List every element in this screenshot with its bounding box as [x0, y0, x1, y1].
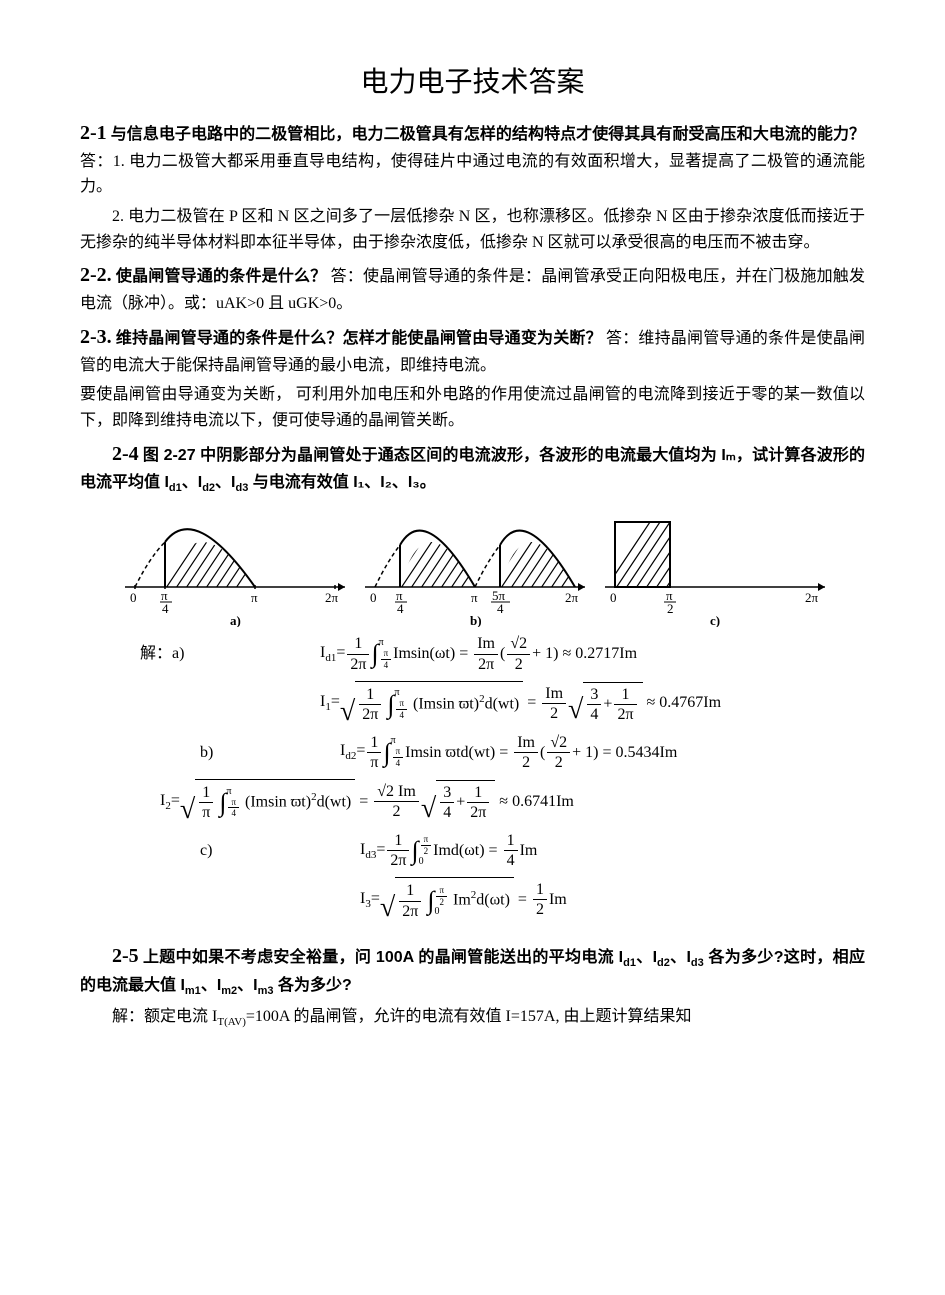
page-title: 电力电子技术答案: [80, 60, 865, 105]
I2-lhs: I2=: [160, 788, 180, 816]
q23-block: 2-3. 维持晶闸管导通的条件是什么？怎样才能使晶闸管由导通变为关断？ 答：维持…: [80, 321, 865, 379]
q21-block: 2-1 与信息电子电路中的二极管相比，电力二极管具有怎样的结构特点才使得其具有耐…: [80, 117, 865, 200]
frac-sqrt2Im-2: √2 Im2: [374, 782, 419, 821]
fig-b-pi: π: [471, 590, 478, 605]
paren-open: (: [500, 641, 505, 667]
Id2-result: = 0.5434Im: [602, 740, 677, 766]
fig-b-pi4d: 4: [397, 601, 404, 616]
sqrt-1: √ 12π ∫ππ4 (Imsin ϖt)2d(wt): [340, 681, 523, 726]
sqrt-2: √ 34+12π: [568, 682, 642, 724]
q24-q-p3: 、I: [215, 474, 235, 491]
fig-b-zero: 0: [370, 590, 377, 605]
q24-sub-d1: d1: [169, 482, 182, 494]
q21-ans1: 答：1. 电力二极管大都采用垂直导电结构，使得硅片中通过电流的有效面积增大，显著…: [80, 153, 865, 196]
integral-icon-2: ∫: [383, 732, 390, 774]
integrand-2: Imsin ϖtd(wt): [405, 740, 495, 766]
q25-ans: 解：额定电流 IT(AV)=100A 的晶闸管，允许的电流有效值 I=157A,…: [80, 1004, 865, 1032]
fig-c-2pi: 2π: [805, 590, 819, 605]
solve-b-row: b) Id2= 1π ∫ππ4 Imsin ϖtd(wt) = Im2 ( √2…: [200, 732, 865, 774]
integral-icon-3: ∫: [411, 830, 418, 872]
fig-a-pi4d: 4: [162, 601, 169, 616]
frac-Im-2pi: Im2π: [474, 634, 498, 673]
fig-c-label: c): [710, 613, 720, 627]
q23-ans2: 要使晶闸管由导通变为关断， 可利用外加电压和外电路的作用使流过晶闸管的电流降到接…: [80, 382, 865, 433]
fig-c-pi2d: 2: [667, 601, 674, 616]
solve-c-row: c) Id3= 12π ∫π20 Imd(ωt) = 14 Im: [200, 830, 865, 872]
q23-num: 2-3.: [80, 326, 112, 348]
figure-b: 0 π 4 π 5π 4 2π b): [360, 507, 590, 627]
q21-num: 2-1: [80, 122, 107, 144]
integrand-1: Imsin(ωt): [393, 641, 455, 667]
q22-question: 使晶闸管导通的条件是什么？: [116, 268, 327, 285]
integrand-3: Imd(ωt): [433, 838, 484, 864]
Im-1: Im: [520, 838, 538, 864]
sqrt-5: √ 12π ∫π20 Im2d(ωt): [380, 877, 514, 922]
Id3-lhs: Id3=: [360, 837, 385, 865]
frac-Im-2b: Im2: [514, 733, 538, 772]
solve-a-label: 解：a): [140, 641, 200, 667]
sqrt-3: √ 1π ∫ππ4 (Imsin ϖt)2d(wt): [180, 779, 355, 824]
I1-row: I1= √ 12π ∫ππ4 (Imsin ϖt)2d(wt) = Im2 √ …: [320, 681, 865, 726]
I1-result: ≈ 0.4767Im: [647, 690, 722, 716]
fig-a-zero: 0: [130, 590, 137, 605]
I1-lhs: I1=: [320, 689, 340, 717]
q25-q-p1: 上题中如果不考虑安全裕量，问 100A 的晶闸管能送出的平均电流 I: [143, 949, 623, 966]
solve-c-label: c): [200, 838, 260, 864]
frac-Im-2: Im2: [542, 684, 566, 723]
fig-b-2pi: 2π: [565, 590, 579, 605]
integral-icon: ∫: [371, 633, 378, 675]
frac-1-2pi: 12π: [347, 634, 369, 673]
Id2-lhs: Id2=: [340, 738, 365, 766]
q24-num: 2-4: [112, 443, 139, 465]
I2-row: I2= √ 1π ∫ππ4 (Imsin ϖt)2d(wt) = √2 Im2 …: [160, 779, 865, 824]
q24-q-p2: 、I: [182, 474, 202, 491]
figure-a: 0 π 4 π 2π a): [120, 507, 350, 627]
frac-1-pi: 1π: [367, 733, 381, 772]
I3-lhs: I3=: [360, 886, 380, 914]
q22-num: 2-2.: [80, 264, 112, 286]
fig-a-label: a): [230, 613, 241, 627]
I3-row: I3= √ 12π ∫π20 Im2d(ωt) = 12 Im: [360, 877, 865, 922]
solve-b-label: b): [200, 740, 260, 766]
fig-b-label: b): [470, 613, 482, 627]
q21-ans2: 2. 电力二极管在 P 区和 N 区之间多了一层低掺杂 N 区，也称漂移区。低掺…: [80, 204, 865, 255]
fig-a-pi: π: [251, 590, 258, 605]
I2-result: ≈ 0.6741Im: [499, 789, 574, 815]
plus1: + 1): [532, 641, 558, 667]
Id1-result: ≈ 0.2717Im: [562, 641, 637, 667]
figure-c: 0 π 2 2π c): [600, 507, 830, 627]
q22-block: 2-2. 使晶闸管导通的条件是什么？ 答：使晶闸管导通的条件是：晶闸管承受正向阳…: [80, 259, 865, 317]
solve-a-row: 解：a) Id1= 12π ∫ππ4 Imsin(ωt) = Im2π ( √2…: [140, 633, 865, 675]
q24-sub-d3: d3: [236, 482, 249, 494]
sqrt-4: √ 34+12π: [421, 780, 495, 822]
fig-c-zero: 0: [610, 590, 617, 605]
q25-block: 2-5 上题中如果不考虑安全裕量，问 100A 的晶闸管能送出的平均电流 Id1…: [80, 940, 865, 1001]
fig-b-5pi4d: 4: [497, 601, 504, 616]
figure-row: 0 π 4 π 2π a) 0 π: [120, 507, 865, 627]
q21-question: 与信息电子电路中的二极管相比，电力二极管具有怎样的结构特点才使得其具有耐受高压和…: [111, 126, 865, 143]
fig-a-2pi: 2π: [325, 590, 339, 605]
q25-num: 2-5: [112, 945, 139, 967]
q24-block: 2-4 图 2-27 中阴影部分为晶闸管处于通态区间的电流波形，各波形的电流最大…: [80, 438, 865, 498]
Id1-lhs: Id1=: [320, 640, 345, 668]
q24-q-p4: 与电流有效值 I₁、I₂、I₃。: [248, 474, 435, 491]
q23-question: 维持晶闸管导通的条件是什么？怎样才能使晶闸管由导通变为关断？: [116, 330, 602, 347]
frac-sqrt2-2: √22: [507, 634, 530, 673]
q24-sub-d2: d2: [202, 482, 215, 494]
Im-2: Im: [549, 887, 567, 913]
